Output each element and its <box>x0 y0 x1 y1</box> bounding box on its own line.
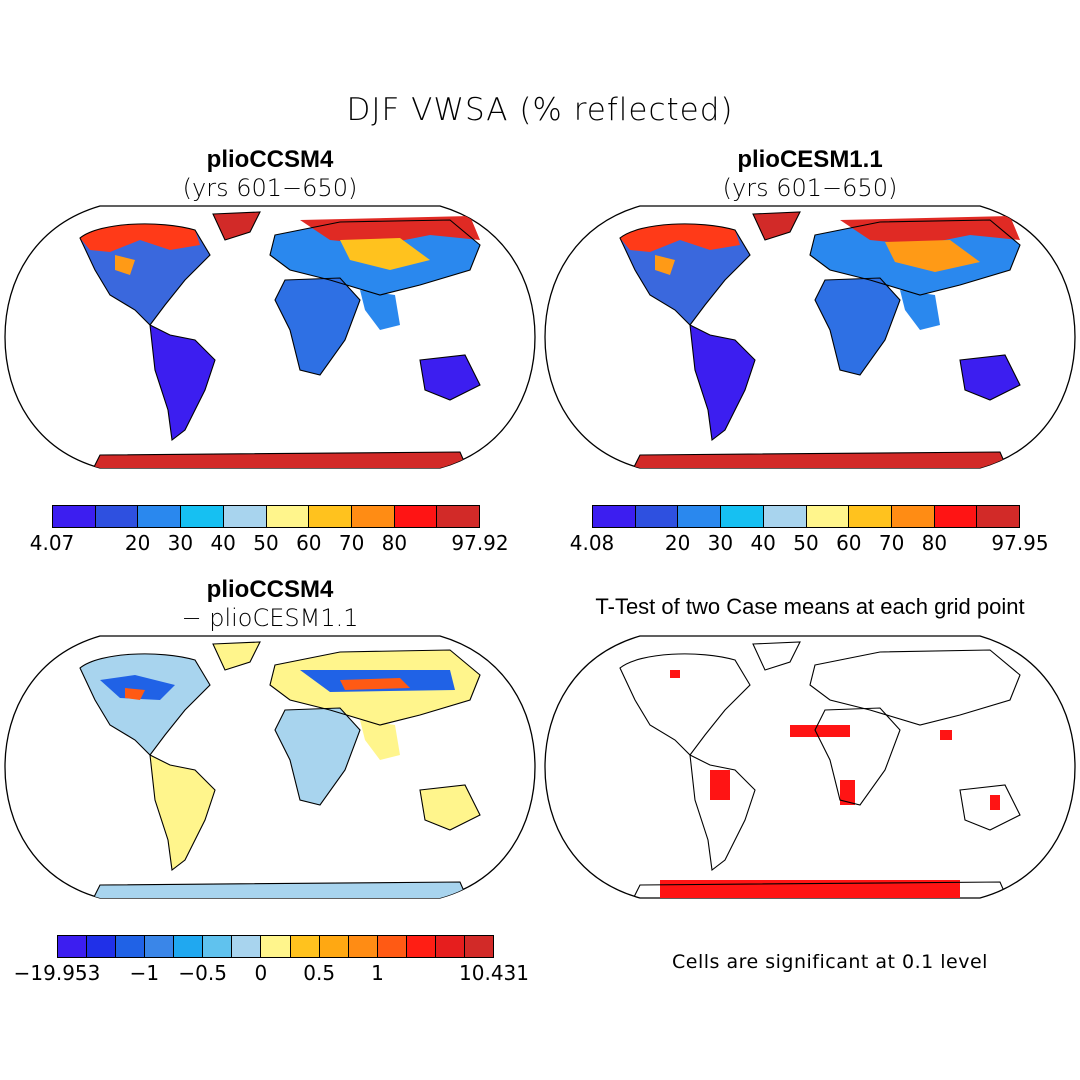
cb2-swatch <box>891 506 935 527</box>
cb2-swatch <box>806 506 850 527</box>
cb1-tick-label: 70 <box>338 531 365 555</box>
cb2-swatch <box>593 506 636 527</box>
coastlines <box>619 211 1021 468</box>
panel3-title: plioCCSM4 <box>206 576 334 603</box>
panel4-title: T-Test of two Case means at each grid po… <box>595 594 1025 619</box>
cb3-swatch <box>290 936 320 957</box>
significance-note: Cells are significant at 0.1 level <box>672 951 988 973</box>
cb2-tick-label: 80 <box>921 531 948 555</box>
cb1-swatch <box>53 506 96 527</box>
main-title: DJF VWSA (% reflected) <box>346 92 734 128</box>
colorbar-1-ticks: 4.07 20 30 40 50 60 70 80 97.92 <box>30 531 509 557</box>
cb1-tick-label: 40 <box>210 531 236 555</box>
land-fields <box>80 212 480 468</box>
cb2-swatch <box>635 506 679 527</box>
cb2-tick-label: 50 <box>793 531 819 555</box>
cb3-tick-label: 0.5 <box>303 961 336 985</box>
cb1-tick-label: 4.07 <box>29 531 75 555</box>
cb3-tick-label: 0 <box>254 961 268 985</box>
cb2-swatch <box>849 506 892 527</box>
cb3-tick-label: −1 <box>129 961 160 985</box>
colorbar-1 <box>52 505 480 528</box>
cb2-swatch <box>763 506 807 527</box>
map-panel-1 <box>4 205 536 469</box>
cb1-tick-label: 60 <box>296 531 322 555</box>
cb2-swatch <box>977 506 1020 527</box>
cb1-tick-label: 20 <box>124 531 151 555</box>
map-panel-4 <box>544 635 1076 899</box>
cb1-swatch <box>309 506 352 527</box>
cb3-swatch <box>174 936 204 957</box>
panel1-title: plioCCSM4 <box>206 146 334 173</box>
map-panel-3 <box>4 635 536 899</box>
cb3-swatch <box>348 936 378 957</box>
colorbar-2 <box>592 505 1020 528</box>
cb2-swatch <box>721 506 764 527</box>
cb2-swatch <box>934 506 978 527</box>
cb3-swatch <box>319 936 349 957</box>
cb3-tick-label: −0.5 <box>178 961 227 985</box>
panel2-subtitle: (yrs 601−650) <box>722 174 898 202</box>
cb2-tick-label: 60 <box>836 531 862 555</box>
cb1-tick-label: 80 <box>381 531 408 555</box>
land-fields <box>620 212 1020 468</box>
cb1-swatch <box>181 506 224 527</box>
cb1-tick-label: 50 <box>253 531 279 555</box>
cb1-swatch <box>95 506 139 527</box>
cb2-tick-label: 20 <box>664 531 691 555</box>
cb1-swatch <box>223 506 267 527</box>
colorbar-3-ticks: −19.953 −1 −0.5 0 0.5 1 10.431 <box>14 961 529 987</box>
cb3-tick-label: 10.431 <box>459 961 529 985</box>
cb1-swatch <box>351 506 395 527</box>
cb1-swatch <box>437 506 480 527</box>
cb2-tick-label: 30 <box>707 531 734 555</box>
cb1-tick-label: 30 <box>167 531 194 555</box>
map-panel-2 <box>544 205 1076 469</box>
coastlines <box>79 641 481 898</box>
cb3-tick-label: −19.953 <box>13 961 101 985</box>
cb1-swatch <box>138 506 182 527</box>
cb2-tick-label: 70 <box>878 531 905 555</box>
colorbar-3 <box>57 935 494 958</box>
panel1-subtitle: (yrs 601−650) <box>182 174 358 202</box>
cb2-tick-label: 4.08 <box>569 531 615 555</box>
cb3-swatch <box>203 936 233 957</box>
land-fields <box>80 642 480 898</box>
cb1-swatch <box>266 506 310 527</box>
cb2-tick-label: 97.95 <box>991 531 1049 555</box>
cb2-swatch <box>678 506 722 527</box>
cb3-tick-label: 1 <box>371 961 384 985</box>
cb3-swatch <box>87 936 117 957</box>
cb3-swatch <box>116 936 146 957</box>
panel2-title: plioCESM1.1 <box>737 146 883 173</box>
cb3-swatch <box>435 936 465 957</box>
cb3-swatch <box>145 936 175 957</box>
cb3-swatch <box>464 936 493 957</box>
cb3-swatch <box>377 936 407 957</box>
cb3-swatch <box>232 936 262 957</box>
cb2-tick-label: 40 <box>750 531 776 555</box>
colorbar-2-ticks: 4.08 20 30 40 50 60 70 80 97.95 <box>570 531 1049 557</box>
coastlines <box>619 641 1021 898</box>
cb1-tick-label: 97.92 <box>451 531 509 555</box>
cb3-swatch <box>58 936 88 957</box>
cb3-swatch <box>406 936 436 957</box>
coastlines <box>79 211 481 468</box>
cb1-swatch <box>394 506 438 527</box>
cb3-swatch <box>261 936 291 957</box>
panel3-subtitle: − plioCESM1.1 <box>181 604 359 632</box>
